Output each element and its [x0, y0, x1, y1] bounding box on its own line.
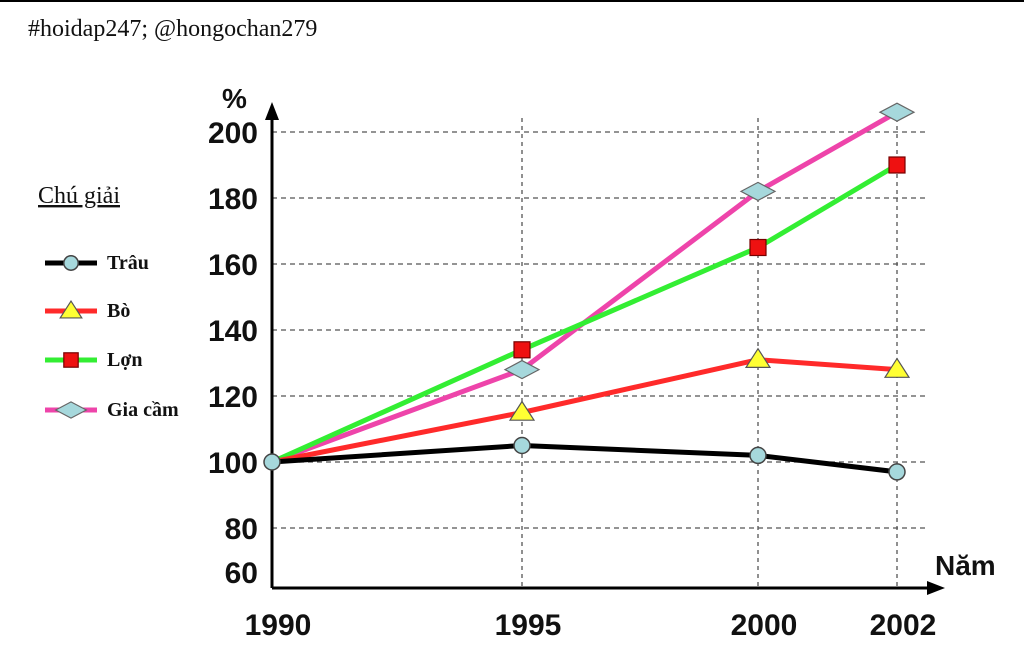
legend-label: Trâu: [107, 252, 149, 274]
series-line: [271, 443, 898, 475]
data-point: [263, 453, 281, 471]
data-point: [878, 102, 916, 122]
data-point: [513, 341, 531, 359]
series-line: [270, 162, 899, 465]
legend: Chú giải Trâu Bò Lợn Gia cầm: [38, 183, 179, 421]
grid: [272, 118, 925, 588]
y-tick-label: 100: [208, 447, 258, 480]
legend-marker: [54, 401, 88, 419]
data-point: [883, 357, 911, 378]
data-point: [744, 347, 772, 368]
data-point: [739, 181, 777, 202]
x-tick-label: 2000: [731, 609, 798, 642]
data-point: [749, 446, 767, 465]
axes: [265, 102, 945, 595]
legend-label: Gia cầm: [107, 399, 179, 421]
top-border: [0, 0, 1024, 2]
y-tick-label: 200: [208, 117, 258, 150]
series-line: [271, 357, 898, 465]
data-point: [508, 400, 536, 421]
legend-label: Lợn: [107, 349, 143, 371]
y-axis-arrow: [265, 102, 279, 120]
legend-marker: [63, 255, 79, 271]
tick-labels: 60 80 100 120 140 160 180 200 1990 1995 2000 2002: [208, 117, 936, 642]
series-line: [271, 110, 899, 465]
x-tick-label: 2002: [870, 609, 937, 642]
legend-marker: [59, 299, 83, 319]
data-point: [749, 238, 767, 257]
data-point: [513, 436, 531, 455]
y-tick-label: 60: [225, 557, 258, 590]
x-axis-arrow: [927, 581, 945, 595]
legend-marker: [63, 352, 79, 368]
y-tick-label: 80: [225, 513, 258, 546]
data-point: [503, 359, 541, 380]
legend-label: Bò: [107, 300, 130, 322]
x-axis-label: Năm: [935, 550, 996, 581]
data-point: [888, 156, 906, 174]
x-tick-label: 1990: [245, 609, 312, 642]
x-tick-label: 1995: [495, 609, 562, 642]
y-tick-label: 140: [208, 315, 258, 348]
y-tick-label: 160: [208, 249, 258, 282]
data-point: [888, 463, 906, 481]
y-tick-label: 180: [208, 183, 258, 216]
watermark-header: #hoidap247; @hongochan279: [28, 16, 318, 42]
series-group: [263, 102, 916, 481]
legend-title: Chú giải: [38, 183, 120, 209]
y-axis-label: %: [222, 83, 247, 114]
y-tick-label: 120: [208, 381, 258, 414]
